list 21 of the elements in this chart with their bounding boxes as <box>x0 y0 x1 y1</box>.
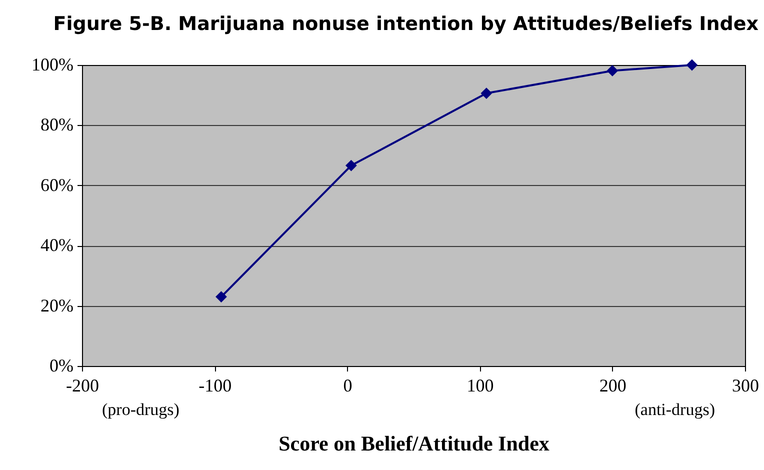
x-tick-label: -100 <box>198 376 232 396</box>
x-tick-label: -200 <box>66 376 99 396</box>
x-tick-label: 300 <box>732 376 759 396</box>
point <box>606 65 618 76</box>
x-axis-title: Score on Belief/Attitude Index <box>278 432 550 456</box>
y-tick-label: 0% <box>50 356 74 376</box>
point <box>480 88 492 99</box>
point <box>686 59 698 71</box>
y-tick-label: 40% <box>40 235 74 256</box>
x-tick-label: 100 <box>466 376 494 396</box>
y-tick-label: 20% <box>40 295 74 316</box>
point <box>216 291 227 302</box>
text: (pro-drugs) <box>102 400 180 419</box>
point <box>345 160 357 172</box>
y-tick-label: 60% <box>40 174 74 195</box>
x-tick-label: 200 <box>599 376 626 396</box>
chart-title: Figure 5-B. Marijuana nonuse intention by Attitudes/Beliefs Index <box>53 13 758 35</box>
text: (anti-drugs) <box>634 400 715 419</box>
x-tick-label: 0 <box>343 376 352 396</box>
y-tick-label: 80% <box>40 114 74 135</box>
y-tick-label: 100% <box>32 54 74 74</box>
